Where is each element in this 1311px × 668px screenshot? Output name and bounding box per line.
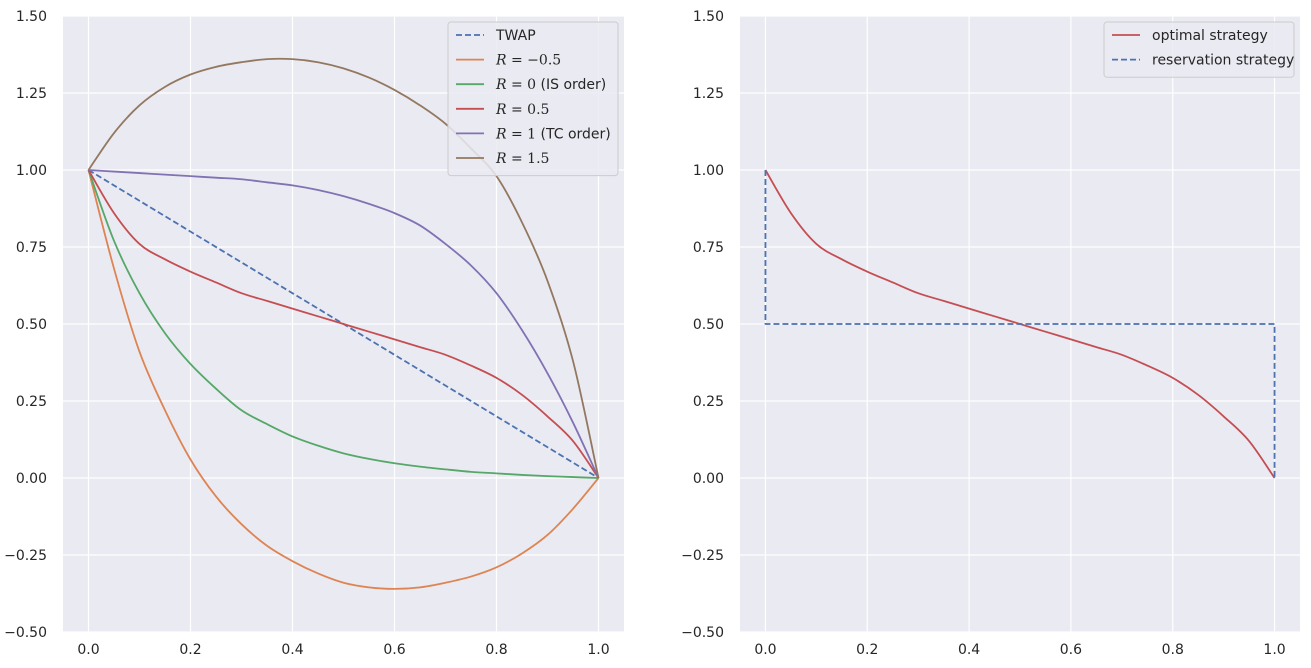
y-tick-label: 0.50 xyxy=(16,317,47,333)
series-lines xyxy=(764,169,1276,479)
legend: TWAP R = −0.5 R = 0 (IS order) R = 0.5 R = 1… xyxy=(447,21,619,177)
y-tick-label: 1.00 xyxy=(16,163,47,179)
legend-label: reservation strategy xyxy=(1152,53,1294,69)
y-tick-label: 1.50 xyxy=(693,9,724,25)
y-tick-label: 0.75 xyxy=(16,240,47,256)
series-line-5 xyxy=(87,57,600,479)
legend-label: R = 1 (TC order) xyxy=(495,126,611,142)
left-chart-panel: 0.0 0.2 0.4 0.6 0.8 1.0 −0.50 −0.25 0.00 0.25 0.50… xyxy=(4,9,624,658)
right-chart-panel: 0.0 0.2 0.4 0.6 0.8 1.0 −0.50 −0.25 0.00 0.25 0.50… xyxy=(681,9,1300,658)
x-tick-label: 0.0 xyxy=(77,642,99,658)
y-tick-label: 0.00 xyxy=(16,471,47,487)
legend-box xyxy=(1103,21,1295,78)
series-lines xyxy=(87,57,600,590)
x-tick-label: 0.8 xyxy=(485,642,507,658)
y-tick-label: 1.25 xyxy=(693,86,724,102)
x-tick-label: 0.2 xyxy=(179,642,201,658)
series-line-1 xyxy=(87,169,600,590)
legend-label: R = 1.5 xyxy=(495,151,549,167)
y-tick-label: 1.25 xyxy=(16,86,47,102)
x-tick-label: 0.4 xyxy=(958,642,980,658)
legend-label: TWAP xyxy=(495,28,536,44)
legend-label: R = 0 (IS order) xyxy=(495,77,606,93)
series-line-2 xyxy=(87,169,599,479)
x-tick-label: 1.0 xyxy=(1263,642,1285,658)
legend-box xyxy=(447,21,619,177)
x-tick-label: 0.6 xyxy=(383,642,405,658)
legend-label: optimal strategy xyxy=(1152,28,1268,44)
y-tick-label: −0.25 xyxy=(681,548,724,564)
y-tick-label: 1.50 xyxy=(16,9,47,25)
x-tick-label: 0.8 xyxy=(1162,642,1184,658)
series-line-3 xyxy=(87,169,600,479)
legend-label: R = −0.5 xyxy=(495,53,561,69)
y-tick-label: −0.50 xyxy=(681,625,724,641)
y-tick-label: −0.25 xyxy=(4,548,47,564)
x-tick-label: 0.2 xyxy=(856,642,878,658)
x-tick-label: 0.4 xyxy=(281,642,303,658)
legend: optimal strategy reservation strategy xyxy=(1103,21,1295,78)
y-tick-label: −0.50 xyxy=(4,625,47,641)
y-tick-label: 0.25 xyxy=(693,394,724,410)
y-tick-label: 0.25 xyxy=(16,394,47,410)
series-line-4 xyxy=(88,169,600,479)
y-tick-label: 0.50 xyxy=(693,317,724,333)
series-line-1 xyxy=(764,170,1276,478)
x-tick-label: 0.6 xyxy=(1060,642,1082,658)
y-tick-label: 0.00 xyxy=(693,471,724,487)
y-tick-label: 1.00 xyxy=(693,163,724,179)
legend-label: R = 0.5 xyxy=(495,102,549,118)
x-tick-label: 0.0 xyxy=(754,642,776,658)
x-tick-label: 1.0 xyxy=(587,642,609,658)
y-tick-label: 0.75 xyxy=(693,240,724,256)
